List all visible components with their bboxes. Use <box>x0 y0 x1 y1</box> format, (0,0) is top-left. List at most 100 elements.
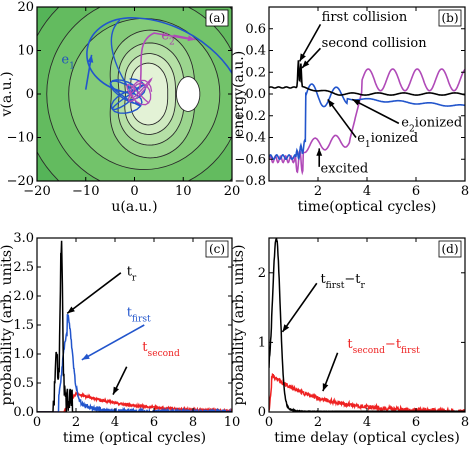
panel-a: e1 e2 −20 −10 0 10 20 −20 −10 0 10 20 u(a.u.) v(a.u.)… <box>0 0 241 215</box>
annotation-arrowhead <box>187 35 196 42</box>
x-tick-label: 0 <box>33 415 41 430</box>
y-tick-label: −0.8 <box>234 174 266 189</box>
y-axis-label: energy(a.u.) <box>231 51 247 137</box>
series-tsecond-minus-tfirst <box>269 372 465 412</box>
y-tick-label: −10 <box>7 131 34 146</box>
y-axis-label: probability (arb. units) <box>0 245 15 406</box>
trajectory-label: e2 <box>161 29 175 48</box>
panel-label-box <box>438 240 462 258</box>
y-tick-label: 0.4 <box>245 44 266 59</box>
y-tick-label: −0.4 <box>234 131 266 146</box>
annotation-arrow <box>351 98 400 125</box>
y-tick-label: −20 <box>7 174 34 189</box>
annotation-arrow <box>281 282 318 333</box>
x-tick-label: −20 <box>23 184 50 199</box>
x-tick-label: 2 <box>72 415 80 430</box>
x-tick-label: 20 <box>224 184 241 199</box>
series-t-r <box>37 240 232 412</box>
annotation-arrowhead <box>322 383 329 392</box>
annotation-excited: excited <box>320 161 368 176</box>
y-tick-label: 0.2 <box>245 65 266 80</box>
y-tick-label: 20 <box>17 0 34 15</box>
x-axis-label: u(a.u.) <box>111 199 157 215</box>
annotation-arrowhead <box>327 99 335 108</box>
panel-b: first collision second collision e2ionized… <box>231 6 469 215</box>
y-tick-label: 1.5 <box>13 318 34 333</box>
label-t-first: tfirst <box>127 305 151 324</box>
x-tick-label: 0 <box>130 184 138 199</box>
annotation-arrowhead <box>302 60 310 68</box>
x-tick-label: 10 <box>175 184 192 199</box>
annotation-arrow <box>327 98 357 138</box>
annotation-arrowhead <box>67 306 75 314</box>
x-tick-label: 4 <box>111 415 119 430</box>
x-tick-label: −10 <box>72 184 99 199</box>
e2-trajectory <box>138 32 194 90</box>
x-tick-label: 4 <box>363 184 371 199</box>
panel-label-box <box>205 240 229 258</box>
panel-label: (a) <box>209 11 226 25</box>
panel-label: (d) <box>441 242 458 256</box>
x-tick-label: 8 <box>461 184 469 199</box>
x-tick-label: 6 <box>150 415 158 430</box>
y-tick-label: 0 <box>26 87 34 102</box>
x-axis-label: time(optical cycles) <box>298 199 437 215</box>
y-tick-label: 3.0 <box>13 231 34 246</box>
e1-trajectory <box>86 17 232 95</box>
x-tick-label: 8 <box>461 415 469 430</box>
y-tick-label: 1.0 <box>13 347 34 362</box>
y-tick-label: 2.0 <box>13 289 34 304</box>
y-axis-label: probability (arb. units) <box>231 245 247 406</box>
label-t-r: tr <box>127 265 137 284</box>
annotation-first-collision: first collision <box>322 10 408 25</box>
panel-label: (b) <box>441 11 458 25</box>
plot-frame <box>36 237 233 413</box>
x-tick-label: 2 <box>314 184 322 199</box>
contour-ring <box>130 62 169 126</box>
panel-label: (c) <box>209 242 225 256</box>
annotation-arrowhead <box>352 99 361 106</box>
y-tick-label: −0.2 <box>234 109 266 124</box>
series-tfirst-minus-tr <box>269 238 465 412</box>
panel-c: tr tfirst tsecond 0 2 4 6 8 10 0.0 0.5 1.0 1.5 2.0 2.5… <box>0 231 240 446</box>
y-tick-label: −0.6 <box>234 152 266 167</box>
series-e2-energy <box>269 68 465 176</box>
series-total-energy <box>269 60 465 96</box>
series-e1-energy <box>269 83 465 161</box>
e1-core-trajectory <box>109 78 147 114</box>
x-tick-label: 0 <box>265 415 273 430</box>
x-tick-label: 6 <box>412 184 420 199</box>
y-tick-label: 0.5 <box>13 376 34 391</box>
y-tick-label: 0.0 <box>13 405 34 420</box>
annotation-arrow <box>81 324 145 361</box>
annotation-arrowhead <box>81 353 90 360</box>
annotation-arrowhead <box>113 386 119 395</box>
panel-label-box <box>438 9 462 27</box>
x-tick-label: 2 <box>314 415 322 430</box>
annotation-arrowhead <box>87 54 94 63</box>
contour-hole <box>175 76 201 112</box>
contour-map <box>37 7 232 181</box>
annotation-e2-ionized: e2ionized <box>401 116 462 135</box>
annotation-second-collision: second collision <box>322 36 428 51</box>
x-tick-label: 10 <box>224 415 241 430</box>
annotation-arrowhead <box>299 53 306 62</box>
y-tick-label: 1 <box>258 335 266 350</box>
label-t-second: tsecond <box>142 340 180 359</box>
annotation-arrow <box>66 272 122 315</box>
x-tick-label: 4 <box>363 415 371 430</box>
annotation-e1-ionized: e1ionized <box>357 131 418 150</box>
x-axis-label: time (optical cycles) <box>63 430 206 446</box>
y-tick-label: 10 <box>17 44 34 59</box>
plot-frame <box>268 237 466 413</box>
annotation-arrowhead <box>316 148 323 156</box>
x-tick-label: 8 <box>189 415 197 430</box>
x-tick-label: 6 <box>412 415 420 430</box>
y-axis-label: v(a.u.) <box>0 71 15 117</box>
trajectory-label: e1 <box>61 53 75 72</box>
y-tick-label: 2.5 <box>13 260 34 275</box>
y-tick-label: 0.6 <box>245 22 266 37</box>
e1-trajectory-branch <box>110 19 131 91</box>
